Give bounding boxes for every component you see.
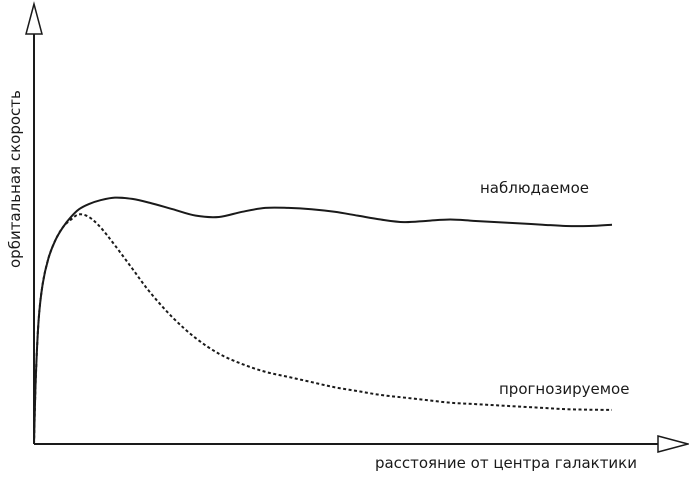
x-axis-label: расстояние от центра галактики xyxy=(375,454,637,472)
axes xyxy=(25,1,689,453)
series-layer xyxy=(33,196,613,445)
observed-curve xyxy=(33,196,613,445)
y-axis-arrow xyxy=(25,1,43,35)
annotation-observed: наблюдаемое xyxy=(480,179,589,197)
predicted-curve xyxy=(33,213,613,445)
annotation-predicted: прогнозируемое xyxy=(499,380,629,398)
y-axis-label: орбитальная скорость xyxy=(6,90,24,268)
x-axis-arrow xyxy=(657,435,689,453)
